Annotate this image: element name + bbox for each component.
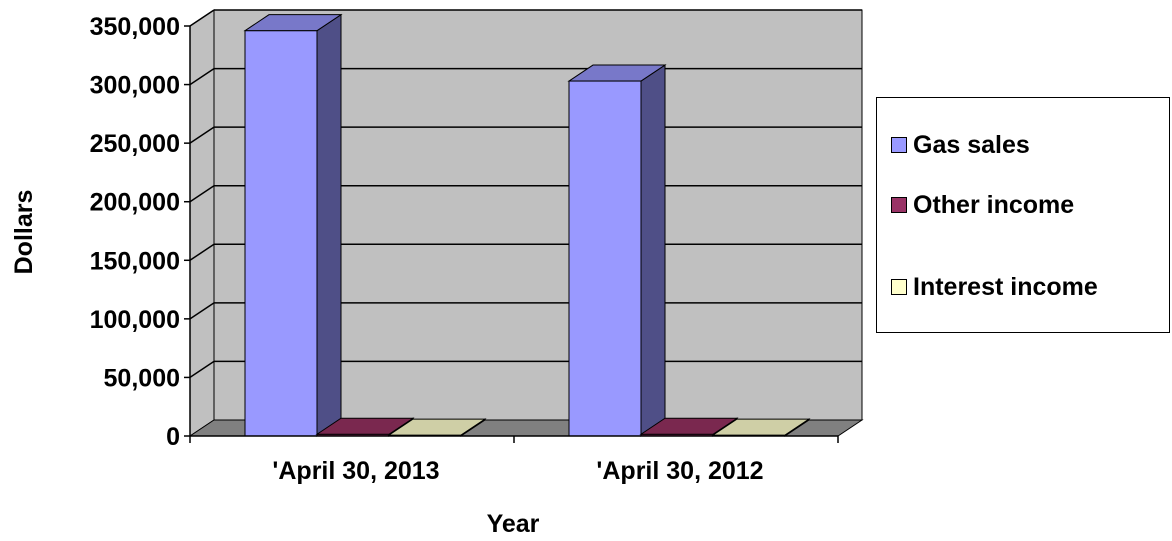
gridline-side	[189, 67, 215, 86]
legend-item-interest-income: Interest income	[891, 272, 1098, 301]
gridline-side	[189, 360, 215, 379]
y-tick-labels: 0 50,000 100,000 150,000 200,000 250,000 300,0…	[90, 13, 180, 451]
legend-swatch-gas-sales	[891, 137, 907, 153]
x-axis-label: Year	[487, 510, 540, 538]
legend-item-gas-sales: Gas sales	[891, 130, 1030, 159]
side-wall	[189, 9, 215, 437]
x-tick-labels: 'April 30, 2013 'April 30, 2012	[272, 457, 763, 485]
bar-top	[567, 64, 667, 82]
y-tick-label: 0	[166, 423, 180, 451]
bar-top	[639, 417, 739, 435]
bar-top	[243, 14, 343, 32]
bar-top	[387, 418, 487, 436]
y-tick-label: 50,000	[104, 364, 180, 392]
legend-label-gas-sales: Gas sales	[913, 130, 1030, 159]
axes	[184, 25, 839, 443]
y-tick-label: 150,000	[90, 247, 180, 275]
bar-top	[711, 418, 811, 436]
x-tick-label: 'April 30, 2012	[596, 457, 763, 485]
legend-swatch-interest-income	[891, 279, 907, 295]
bar-side	[316, 13, 342, 437]
y-tick-label: 300,000	[90, 72, 180, 100]
legend: Gas sales Other income Interest income	[876, 97, 1170, 333]
y-tick-label: 350,000	[90, 13, 180, 41]
bar-front	[244, 30, 318, 437]
y-tick-label: 200,000	[90, 189, 180, 217]
bars	[243, 13, 811, 437]
y-axis-label: Dollars	[10, 190, 38, 275]
gridline-side	[189, 185, 215, 203]
legend-swatch-other-income	[891, 197, 907, 213]
legend-label-other-income: Other income	[913, 190, 1075, 219]
y-tick-label: 100,000	[90, 306, 180, 334]
y-tick-label: 250,000	[90, 130, 180, 158]
gridline-side	[189, 126, 215, 144]
gridline-side	[189, 243, 215, 261]
bar-side	[640, 64, 666, 437]
gridline-side	[189, 302, 215, 320]
legend-label-interest-income: Interest income	[913, 272, 1098, 301]
x-tick-label: 'April 30, 2013	[272, 457, 439, 485]
legend-item-other-income: Other income	[891, 190, 1075, 219]
bar-top	[315, 417, 415, 435]
gridline-side	[189, 9, 215, 27]
bar-front	[568, 80, 642, 437]
